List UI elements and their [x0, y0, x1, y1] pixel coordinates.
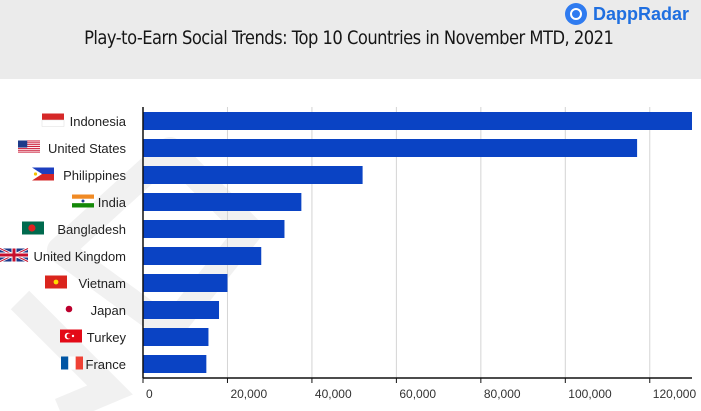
- flags: [0, 113, 94, 370]
- x-tick-label: 20,000: [230, 387, 267, 401]
- bar: [143, 355, 207, 373]
- chart-header: DappRadar Play-to-Earn Social Trends: To…: [0, 0, 701, 79]
- category-label: Turkey: [87, 330, 127, 345]
- bar: [143, 112, 692, 130]
- bar: [143, 274, 228, 292]
- category-label: India: [98, 195, 127, 210]
- x-tick-label: 40,000: [315, 387, 352, 401]
- chart-title: Play-to-Earn Social Trends: Top 10 Count…: [84, 27, 614, 49]
- dappradar-logo-icon: [564, 3, 587, 25]
- bar: [143, 220, 285, 238]
- x-tick-label: 60,000: [399, 387, 436, 401]
- flag-vietnam-icon: [45, 275, 67, 289]
- category-label: Philippines: [63, 168, 126, 183]
- bar: [143, 166, 363, 184]
- x-tick-label: 80,000: [484, 387, 521, 401]
- category-label: Indonesia: [70, 114, 127, 129]
- x-tick-label: 0: [146, 387, 153, 401]
- flag-india-icon: [72, 194, 94, 208]
- flag-indonesia-icon: [41, 113, 65, 127]
- flag-philippines-icon: [32, 167, 54, 181]
- category-label: Bangladesh: [57, 222, 126, 237]
- watermark-shape: [10, 290, 133, 411]
- x-tick-label: 120,000: [653, 387, 697, 401]
- category-labels: Indonesia United States Philippines India Ba…: [34, 114, 127, 372]
- flag-united-kingdom-icon: [0, 247, 29, 263]
- x-tick-labels: 0 20,000 40,000 60,000 80,000 100,000 120,000: [146, 387, 696, 401]
- bar: [143, 193, 302, 211]
- bar: [143, 301, 220, 319]
- flag-france-icon: [61, 356, 83, 370]
- brand-name: DappRadar: [592, 3, 689, 24]
- flag-bangladesh-icon: [22, 221, 44, 235]
- flag-japan-icon: [65, 305, 73, 313]
- category-label: United Kingdom: [34, 249, 127, 264]
- category-label: United States: [48, 141, 127, 156]
- bar: [143, 139, 638, 157]
- category-label: Japan: [91, 303, 126, 318]
- category-label: France: [86, 357, 126, 372]
- axes: [142, 107, 692, 383]
- bars: [143, 112, 692, 373]
- flag-turkey-icon: [60, 329, 82, 343]
- bar: [143, 328, 209, 346]
- flag-united-states-icon: [18, 140, 40, 153]
- bar: [143, 247, 262, 265]
- brand-logo: DappRadar: [564, 3, 689, 25]
- x-tick-label: 100,000: [568, 387, 612, 401]
- category-label: Vietnam: [79, 276, 126, 291]
